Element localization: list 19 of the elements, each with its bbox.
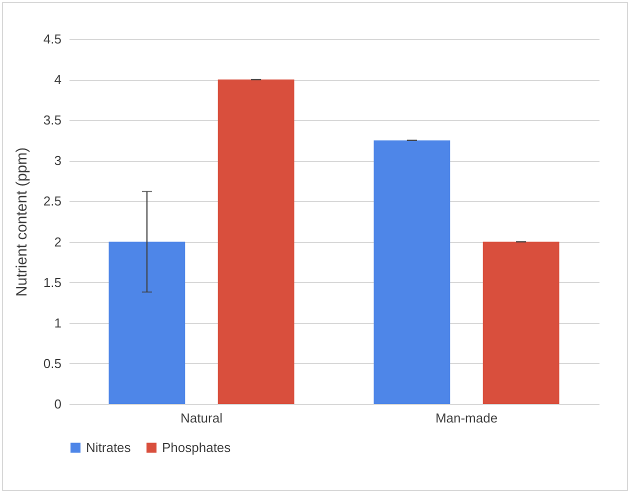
y-tick-label: 2.5 bbox=[43, 194, 62, 209]
bar bbox=[218, 80, 294, 404]
bar bbox=[374, 140, 450, 404]
y-tick-label: 2 bbox=[54, 234, 62, 250]
y-tick-label: 0 bbox=[54, 396, 62, 412]
y-tick-label: 3 bbox=[54, 153, 62, 168]
y-tick-label: 4.5 bbox=[43, 32, 62, 46]
y-tick-label: 3.5 bbox=[43, 112, 62, 128]
x-tick-label: Natural bbox=[180, 410, 223, 426]
y-tick-label: 4 bbox=[54, 72, 62, 88]
y-axis-title: Nutrient content (ppm) bbox=[13, 147, 30, 297]
legend-label: Phosphates bbox=[162, 440, 232, 455]
bar bbox=[482, 242, 560, 404]
y-tick-label: 1.5 bbox=[43, 274, 62, 290]
bar bbox=[108, 242, 186, 404]
x-tick-label: Man-made bbox=[435, 410, 498, 426]
y-tick-label: 0.5 bbox=[43, 356, 62, 371]
legend-label: Nitrates bbox=[86, 440, 132, 455]
y-tick-label: 1 bbox=[54, 315, 62, 330]
